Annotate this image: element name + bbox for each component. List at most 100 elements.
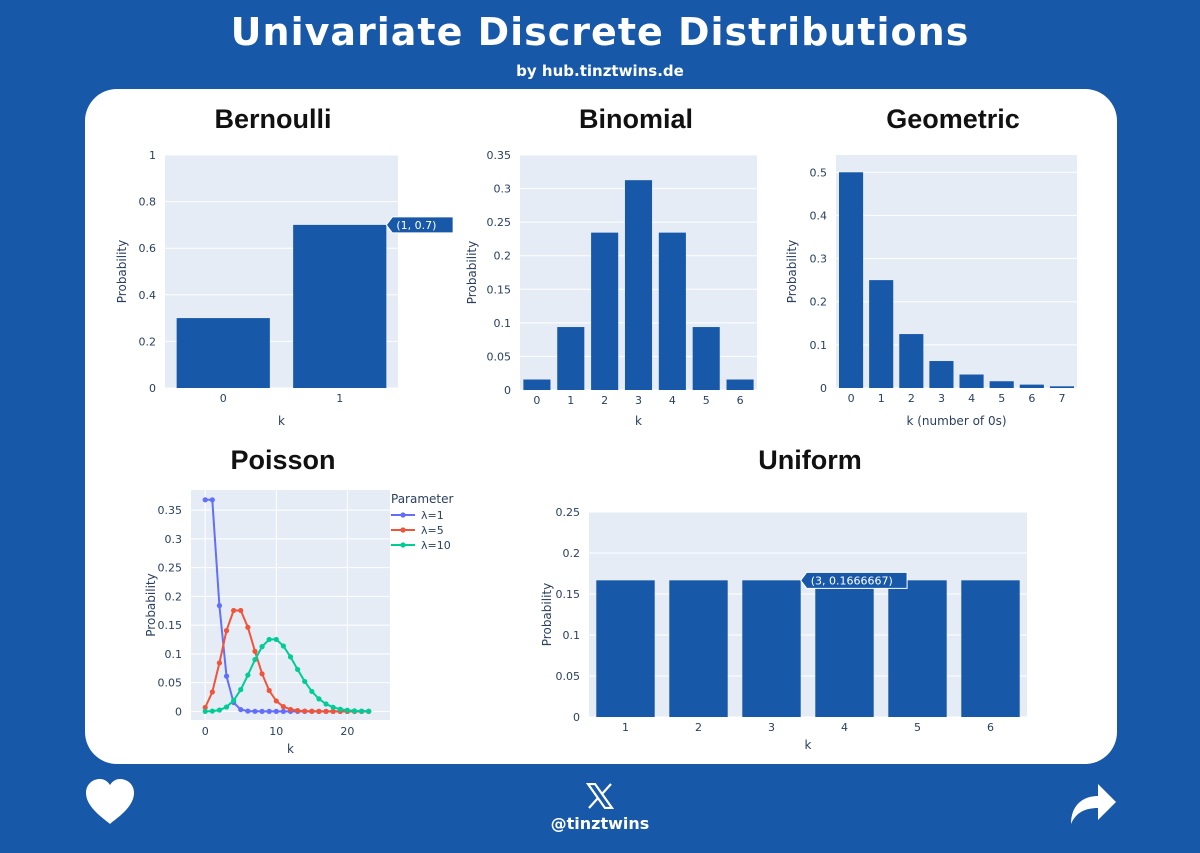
geometric-x-axis-label: k (number of 0s) <box>906 414 1006 428</box>
poisson-point <box>259 671 265 677</box>
poisson-point <box>309 708 315 714</box>
poisson-point <box>366 708 372 714</box>
footer-handle[interactable]: @tinztwins <box>550 814 650 833</box>
uniform-y-tick-label: 0.05 <box>556 670 581 683</box>
poisson-point <box>295 666 301 673</box>
binomial-x-tick-label: 2 <box>601 394 608 407</box>
poisson-y-tick-label: 0.2 <box>165 590 183 603</box>
poisson-point <box>209 497 215 503</box>
poisson-point <box>216 660 223 666</box>
uniform-bar <box>742 580 801 717</box>
binomial-y-tick-label: 0.35 <box>487 149 512 162</box>
poisson-point <box>209 708 215 714</box>
poisson-y-tick-label: 0.25 <box>158 562 183 575</box>
geometric-bar <box>899 334 924 388</box>
uniform-x-axis-label: k <box>805 738 812 752</box>
poisson-point <box>238 687 244 693</box>
poisson-point <box>302 708 308 714</box>
bernoulli-y-axis-label: Probability <box>115 240 129 303</box>
binomial-bar <box>523 379 551 390</box>
poisson-point <box>287 654 294 660</box>
geometric-bar <box>1019 384 1044 388</box>
binomial-bar <box>726 379 754 390</box>
bernoulli-x-tick-label: 0 <box>220 392 227 405</box>
binomial-x-tick-label: 1 <box>567 394 574 407</box>
page-subtitle: by hub.tinztwins.de <box>516 62 684 80</box>
page-title: Univariate Discrete Distributions <box>230 10 970 54</box>
uniform-x-tick-label: 5 <box>914 721 921 734</box>
poisson-point <box>245 672 251 678</box>
bernoulli-y-tick-label: 0.6 <box>139 242 157 255</box>
poisson-legend-label: λ=10 <box>421 539 451 552</box>
poisson-point <box>266 708 272 714</box>
poisson-point <box>323 701 329 707</box>
geometric-x-tick-label: 1 <box>878 392 885 405</box>
uniform-bar <box>961 580 1020 717</box>
poisson-point <box>202 708 208 714</box>
geometric-y-tick-label: 0 <box>820 382 827 395</box>
geometric-y-tick-label: 0.2 <box>810 296 828 309</box>
binomial-y-tick-label: 0.3 <box>494 183 512 196</box>
poisson-y-axis-label: Probability <box>144 573 158 636</box>
geometric-bar <box>989 381 1014 388</box>
poisson-x-tick-label: 0 <box>202 725 209 738</box>
poisson-point <box>209 689 215 695</box>
binomial-title: Binomial <box>579 104 693 134</box>
geometric-bar <box>869 280 894 388</box>
heart-icon[interactable] <box>84 778 136 826</box>
uniform-bar <box>888 580 947 717</box>
poisson-legend-label: λ=1 <box>421 509 444 522</box>
bernoulli-hover-box <box>385 216 454 234</box>
uniform-plot-area <box>589 512 1027 717</box>
binomial-y-axis-label: Probability <box>465 241 479 304</box>
poisson-legend-title: Parameter <box>391 492 453 506</box>
geometric-x-tick-label: 2 <box>908 392 915 405</box>
bernoulli-y-tick-label: 0 <box>149 382 156 395</box>
geometric-bar <box>839 172 864 388</box>
binomial-x-tick-label: 0 <box>533 394 540 407</box>
geometric-bar <box>929 361 954 388</box>
bernoulli-title: Bernoulli <box>214 104 331 134</box>
poisson-point <box>344 707 350 713</box>
binomial-bar <box>658 232 686 390</box>
binomial-bar <box>591 232 619 390</box>
binomial-x-tick-label: 4 <box>669 394 676 407</box>
geometric-title: Geometric <box>886 104 1020 134</box>
binomial-y-tick-label: 0 <box>504 384 511 397</box>
uniform-y-tick-label: 0.2 <box>563 547 581 560</box>
uniform-x-tick-label: 4 <box>841 721 848 734</box>
geometric-bar <box>1049 386 1074 388</box>
binomial-bar <box>624 180 653 390</box>
poisson-y-tick-label: 0.05 <box>158 677 183 690</box>
poisson-legend-marker <box>400 542 406 548</box>
share-arrow-icon[interactable] <box>1068 780 1118 826</box>
binomial-y-tick-label: 0.1 <box>494 317 512 330</box>
bernoulli-x-tick-label: 1 <box>336 392 343 405</box>
bernoulli-hover-label: (1, 0.7) <box>396 219 436 232</box>
bernoulli-y-tick-label: 0.8 <box>139 196 157 209</box>
poisson-y-tick-label: 0.3 <box>165 533 183 546</box>
poisson-point <box>302 678 308 685</box>
uniform-bar <box>669 580 728 717</box>
binomial-bar <box>692 327 720 390</box>
geometric-x-tick-label: 6 <box>1028 392 1035 405</box>
bernoulli-y-tick-label: 1 <box>149 149 156 162</box>
uniform-y-tick-label: 0 <box>573 711 580 724</box>
poisson-point <box>245 624 251 630</box>
poisson-point <box>273 698 279 704</box>
poisson-point <box>202 497 208 503</box>
poisson-point <box>337 706 343 712</box>
uniform-y-axis-label: Probability <box>540 583 554 646</box>
x-logo-icon[interactable] <box>586 783 614 809</box>
binomial-x-axis-label: k <box>635 414 642 428</box>
bernoulli-y-tick-label: 0.2 <box>139 335 157 348</box>
poisson-y-tick-label: 0 <box>175 705 182 718</box>
uniform-x-tick-label: 1 <box>622 721 629 734</box>
geometric-x-tick-label: 4 <box>968 392 975 405</box>
uniform-bar <box>815 580 874 717</box>
poisson-title: Poisson <box>230 445 335 475</box>
poisson-point <box>259 644 265 650</box>
geometric-bar <box>959 374 984 388</box>
poisson-x-axis-label: k <box>287 742 294 756</box>
uniform-hover-box <box>800 571 908 589</box>
